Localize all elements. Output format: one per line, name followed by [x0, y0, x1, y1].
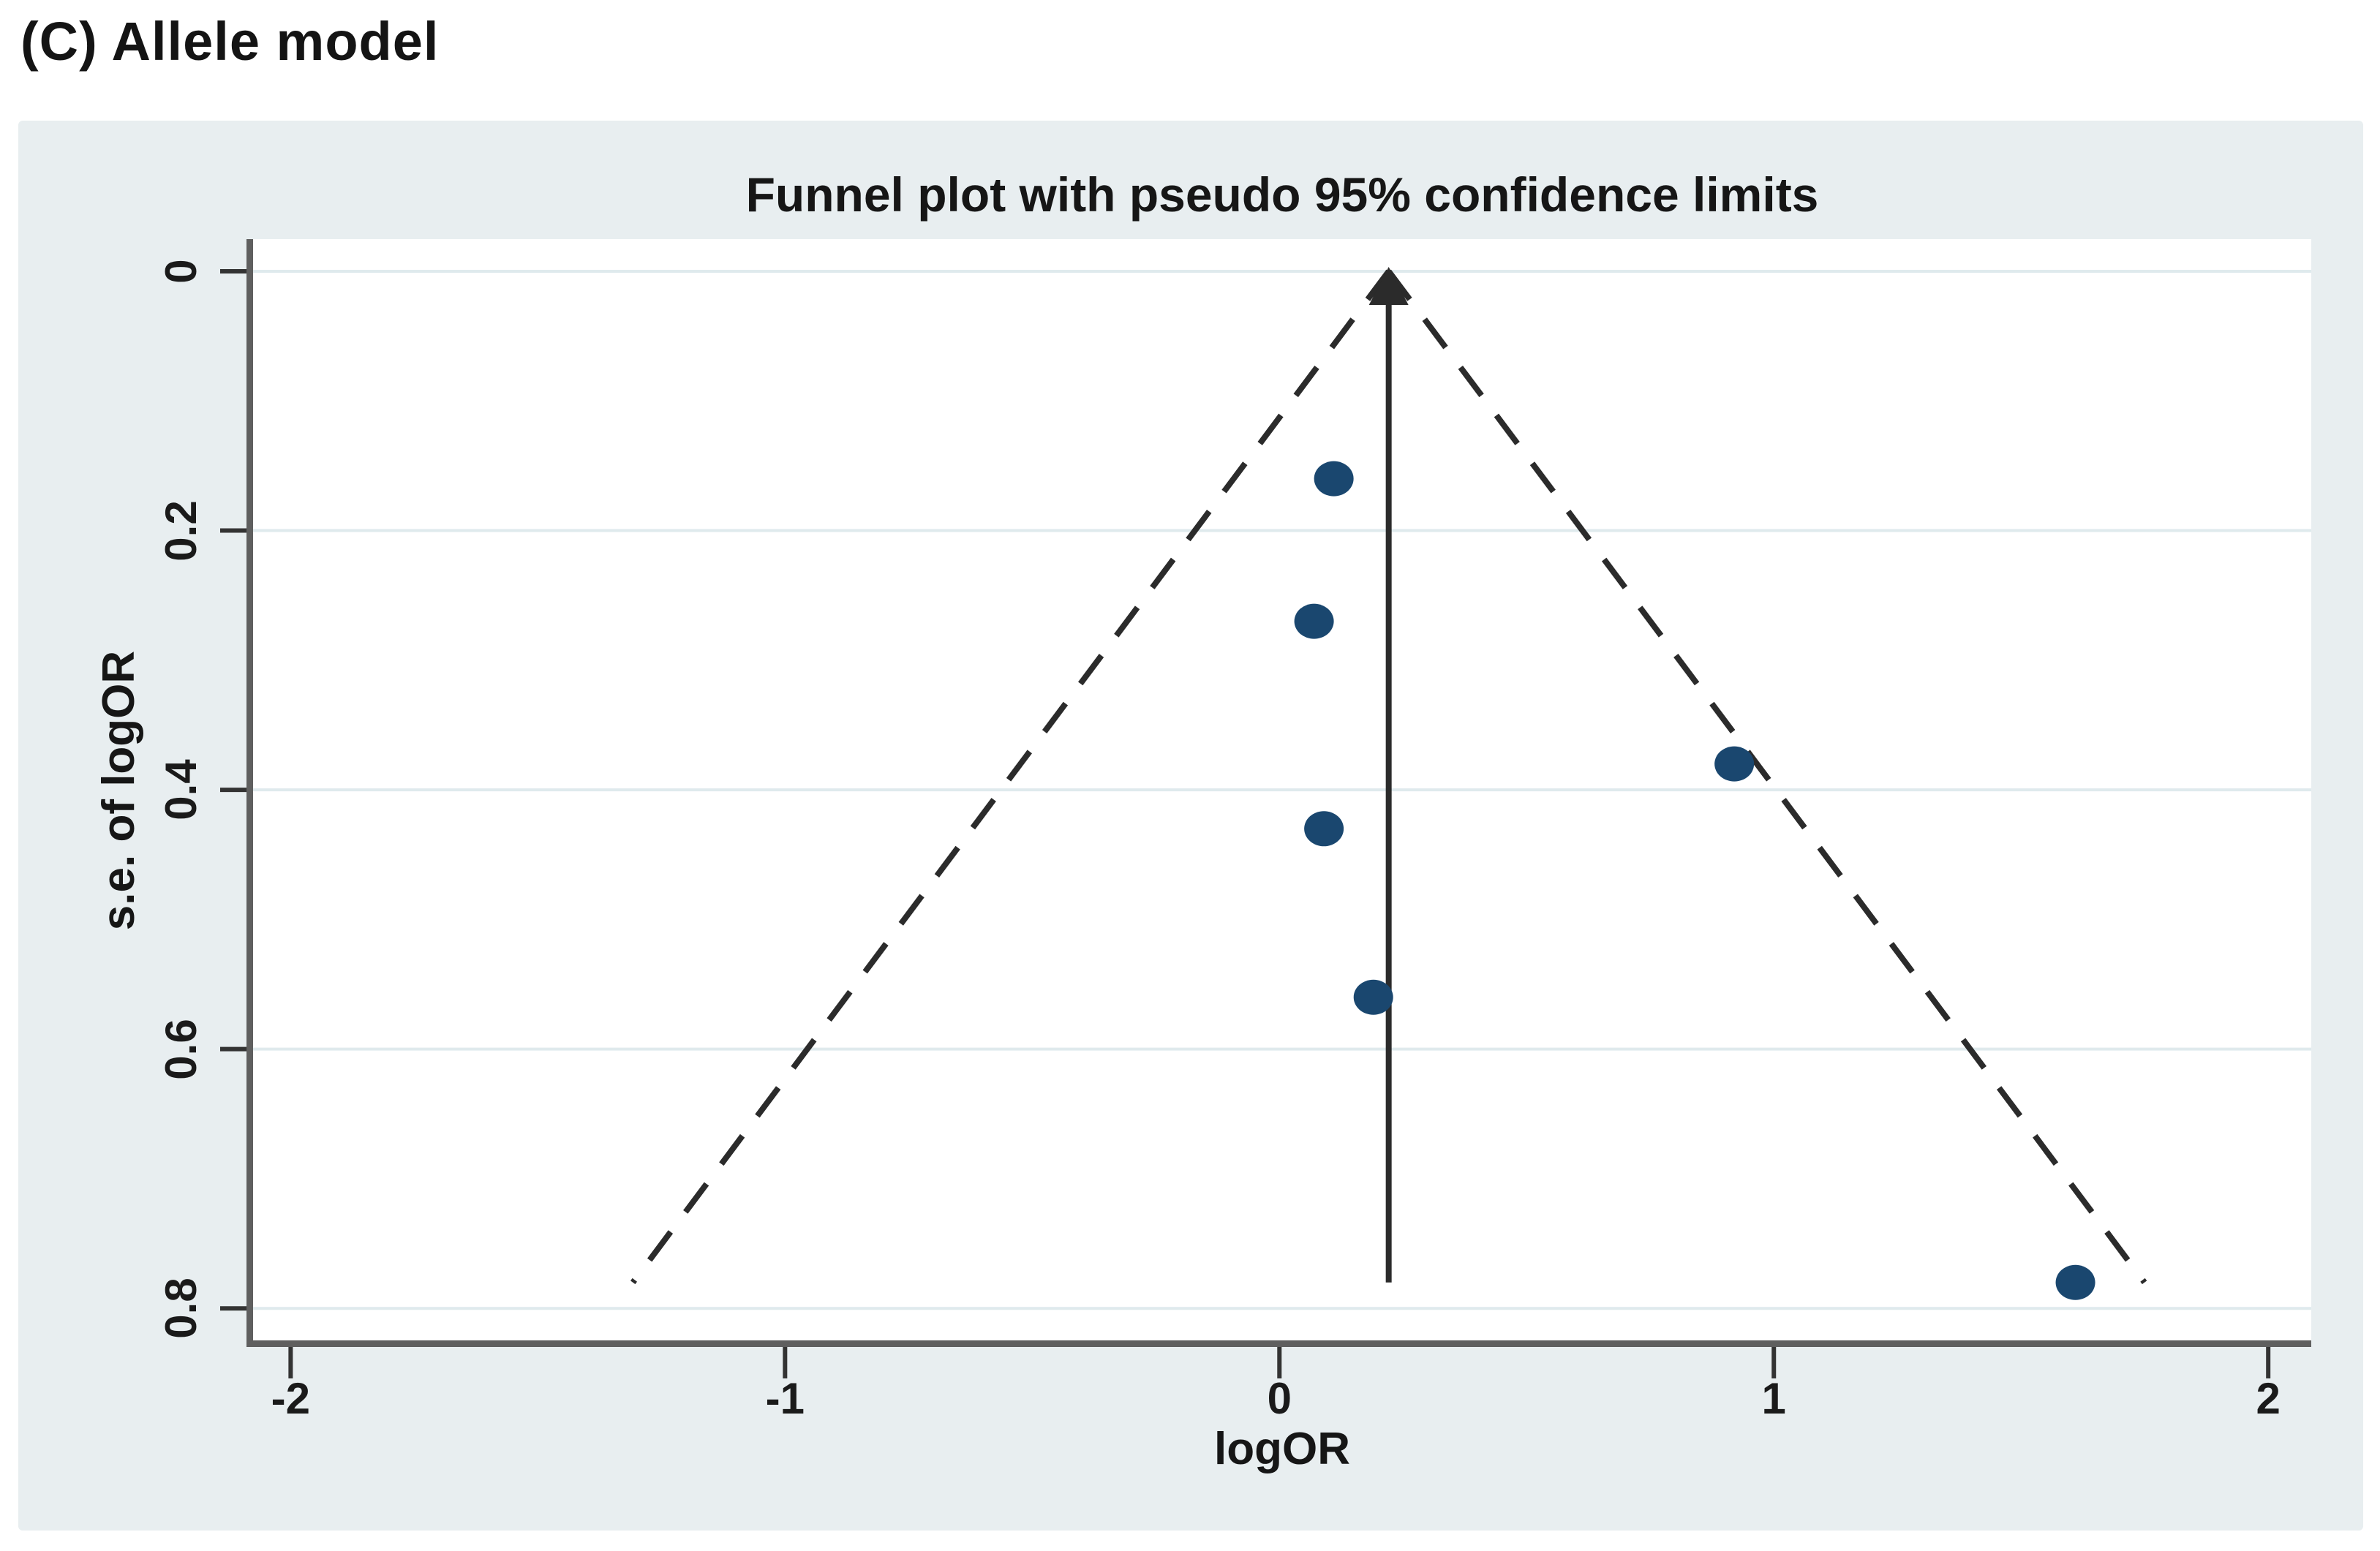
x-tick-label: 0	[1267, 1374, 1292, 1423]
x-tick-label: 2	[2256, 1374, 2281, 1423]
y-tick-label: 0	[157, 259, 206, 284]
y-tick-label: 0.8	[157, 1278, 206, 1339]
y-tick-label: 0.6	[157, 1018, 206, 1080]
x-tick-label: -2	[271, 1374, 311, 1423]
study-point	[1353, 979, 1393, 1015]
study-point	[1294, 603, 1334, 639]
x-axis-title: logOR	[1214, 1424, 1350, 1474]
study-point	[1314, 461, 1354, 497]
chart-title: Funnel plot with pseudo 95% confidence l…	[745, 167, 1819, 222]
y-axis-line	[246, 239, 253, 1347]
study-point	[2055, 1264, 2095, 1300]
study-point	[1304, 811, 1344, 847]
y-axis-title: s.e. of logOR	[94, 650, 144, 931]
study-point	[1714, 746, 1755, 782]
x-axis-line	[246, 1340, 2311, 1347]
x-tick-label: 1	[1761, 1374, 1786, 1423]
x-tick-label: -1	[765, 1374, 805, 1423]
pooled-estimate-arrowhead	[1368, 266, 1409, 305]
y-tick-label: 0.4	[157, 759, 206, 820]
figure-label: (C) Allele model	[20, 11, 440, 72]
funnel-right-ci-line	[1386, 269, 2147, 1285]
funnel-left-ci-line	[630, 269, 1391, 1285]
y-tick-label: 0.2	[157, 499, 206, 562]
